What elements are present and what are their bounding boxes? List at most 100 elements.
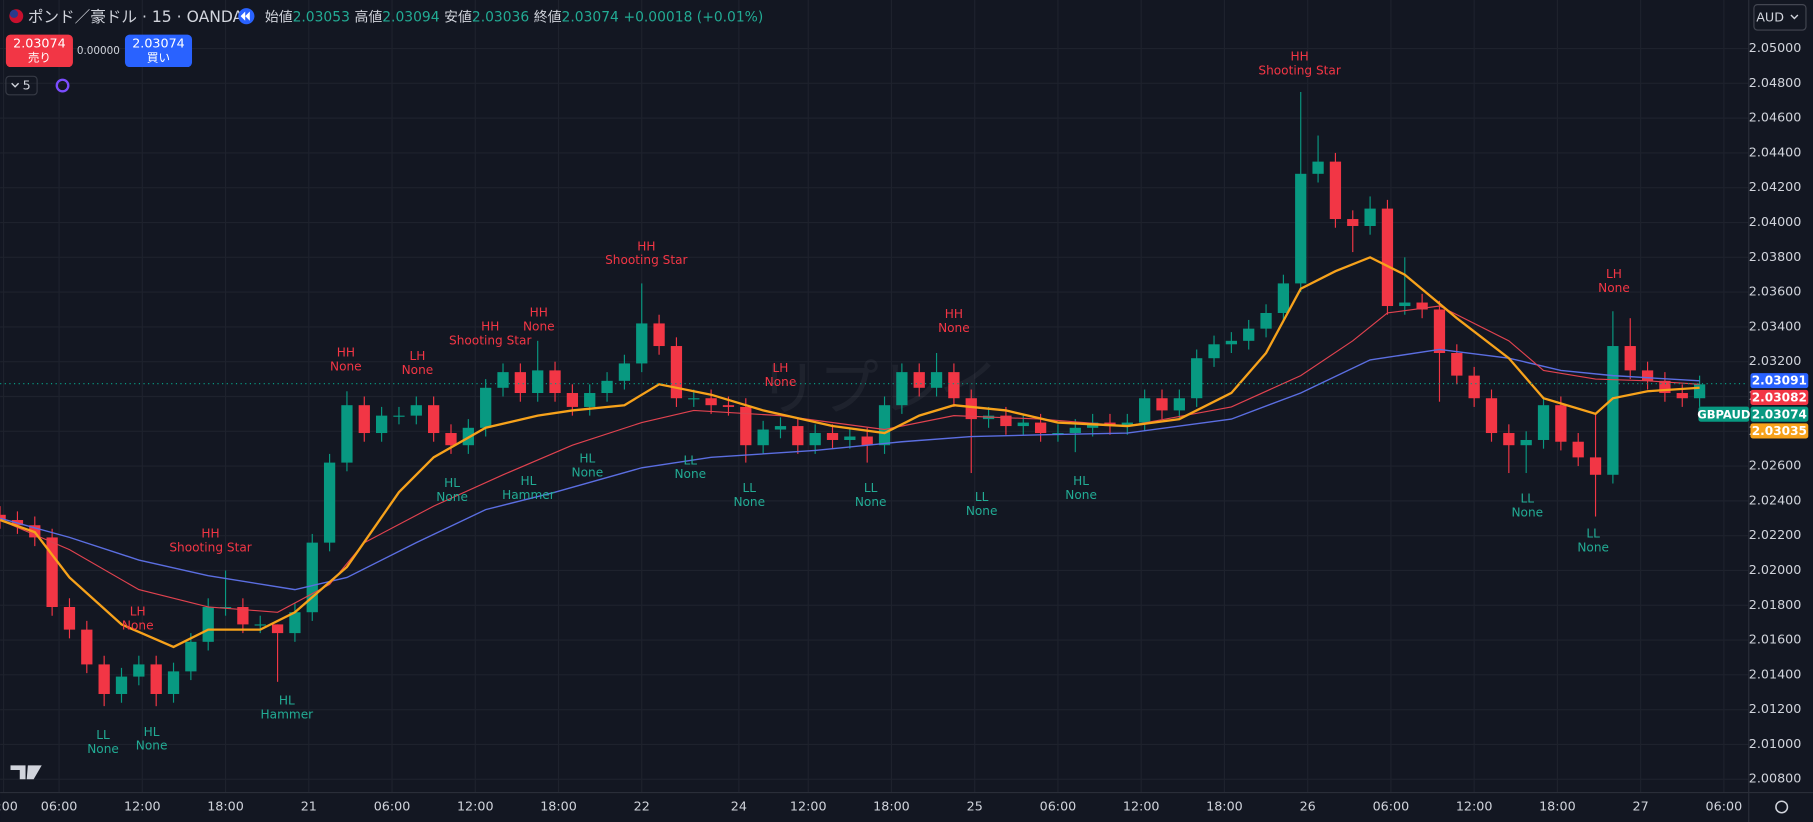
candle-body xyxy=(809,433,821,446)
candle-body xyxy=(46,537,58,608)
pattern-label: HL xyxy=(279,693,295,707)
candle-body xyxy=(289,612,301,634)
x-tick-label: 18:00 xyxy=(873,798,910,813)
symbol-title[interactable]: ポンド／豪ドル · 15 · OANDA xyxy=(28,7,244,26)
pattern-label: LL xyxy=(684,453,698,467)
candle-body xyxy=(1364,208,1376,226)
price-tag xyxy=(1750,406,1809,422)
candle-body xyxy=(1537,405,1550,440)
candle-body xyxy=(202,607,214,642)
pattern-label: Hammer xyxy=(261,707,314,721)
candle-body xyxy=(1156,398,1168,411)
x-tick-label: 12:00 xyxy=(790,798,827,813)
pattern-label: Shooting Star xyxy=(169,540,251,554)
buy-label: 買い xyxy=(147,50,170,64)
buy-price: 2.03074 xyxy=(132,35,185,50)
candle-body xyxy=(1659,380,1671,394)
label: 始値 xyxy=(265,9,293,25)
x-tick-label: 26 xyxy=(1300,798,1316,813)
candle-body xyxy=(271,624,284,634)
settings-icon[interactable] xyxy=(1775,800,1789,814)
price-tag-label: 2.03035 xyxy=(1752,424,1807,438)
x-tick-label: 06:00 xyxy=(41,798,78,813)
symbol-tag-label: GBPAUD xyxy=(1697,407,1750,421)
candle-body xyxy=(445,433,457,446)
pattern-label: LL xyxy=(864,481,878,495)
ohlc-legend: 始値2.03053 高値2.03094 安値2.03036 終値2.03074 +0.0… xyxy=(265,8,763,25)
candle-body xyxy=(254,624,266,626)
pattern-label: None xyxy=(330,359,362,373)
candle-body xyxy=(1052,433,1064,435)
candle-body xyxy=(705,398,717,406)
candle-body xyxy=(63,607,76,630)
candle-body xyxy=(584,393,596,407)
candle-body xyxy=(0,514,6,521)
candle-body xyxy=(740,406,752,446)
pattern-label: HH xyxy=(530,305,548,319)
candle-body xyxy=(948,372,960,399)
x-tick-label: 06:00 xyxy=(1373,798,1410,813)
candle-body xyxy=(601,380,613,394)
candle-body xyxy=(1329,161,1342,220)
candle-body xyxy=(375,415,388,434)
candle-body xyxy=(219,607,232,609)
indicator-icon[interactable] xyxy=(55,78,70,93)
y-tick-label: 2.01200 xyxy=(1749,701,1802,716)
candle-body xyxy=(1468,375,1480,399)
x-tick-label: 25 xyxy=(967,798,983,813)
candle-body xyxy=(1191,358,1203,399)
pattern-label: HH xyxy=(637,239,655,253)
candle-body xyxy=(341,405,353,463)
candle-body xyxy=(514,372,526,394)
x-tick-label: 06:00 xyxy=(1706,798,1743,813)
y-tick-label: 2.01600 xyxy=(1749,632,1802,647)
candle-body xyxy=(185,641,197,672)
x-tick-label: 18:00 xyxy=(1206,798,1243,813)
sell-button[interactable] xyxy=(5,34,73,68)
pattern-label: LL xyxy=(1521,492,1535,506)
pattern-label: LL xyxy=(975,490,989,504)
candle-body xyxy=(1641,370,1654,381)
candle-body xyxy=(653,323,665,347)
moving-average xyxy=(0,348,1700,591)
y-tick-label: 2.03200 xyxy=(1749,353,1802,368)
candle-body xyxy=(861,436,873,446)
currency-button[interactable] xyxy=(1753,4,1807,31)
candle-body xyxy=(1017,422,1029,427)
candle-body xyxy=(1277,283,1290,313)
y-tick-label: 2.04200 xyxy=(1749,179,1802,194)
pattern-label: HH xyxy=(481,319,499,333)
candle-body xyxy=(913,372,925,388)
x-tick-label: 12:00 xyxy=(457,798,494,813)
pattern-label: None xyxy=(1511,506,1543,520)
candle-body xyxy=(636,323,648,364)
candle-body xyxy=(1416,302,1428,310)
pattern-label: None xyxy=(938,321,970,335)
value: 2.03094 xyxy=(382,9,439,25)
candle-body xyxy=(878,405,891,446)
candle-body xyxy=(428,405,440,434)
pattern-label: Hammer xyxy=(502,488,555,502)
candle-body xyxy=(844,436,856,440)
label: 高値 xyxy=(355,8,383,25)
buy-button[interactable] xyxy=(124,34,193,68)
logo xyxy=(10,765,42,780)
pattern-label: None xyxy=(136,739,168,753)
label: 安値 xyxy=(444,9,472,25)
indicators-toggle[interactable] xyxy=(5,75,38,96)
candle-body xyxy=(826,433,839,440)
y-tick-label: 2.04400 xyxy=(1749,144,1802,159)
candle-body xyxy=(1503,433,1515,446)
candle-body xyxy=(1676,393,1688,399)
candle-body xyxy=(688,398,700,400)
pattern-label: None xyxy=(1577,540,1609,554)
candle-body xyxy=(549,370,561,394)
pattern-label: LH xyxy=(409,349,425,363)
candle-body xyxy=(1693,384,1706,399)
y-tick-label: 2.00800 xyxy=(1749,771,1802,786)
y-tick-label: 2.04600 xyxy=(1749,110,1802,125)
y-tick-label: 2.04000 xyxy=(1749,214,1802,229)
x-tick-label: 18:00 xyxy=(207,798,244,813)
